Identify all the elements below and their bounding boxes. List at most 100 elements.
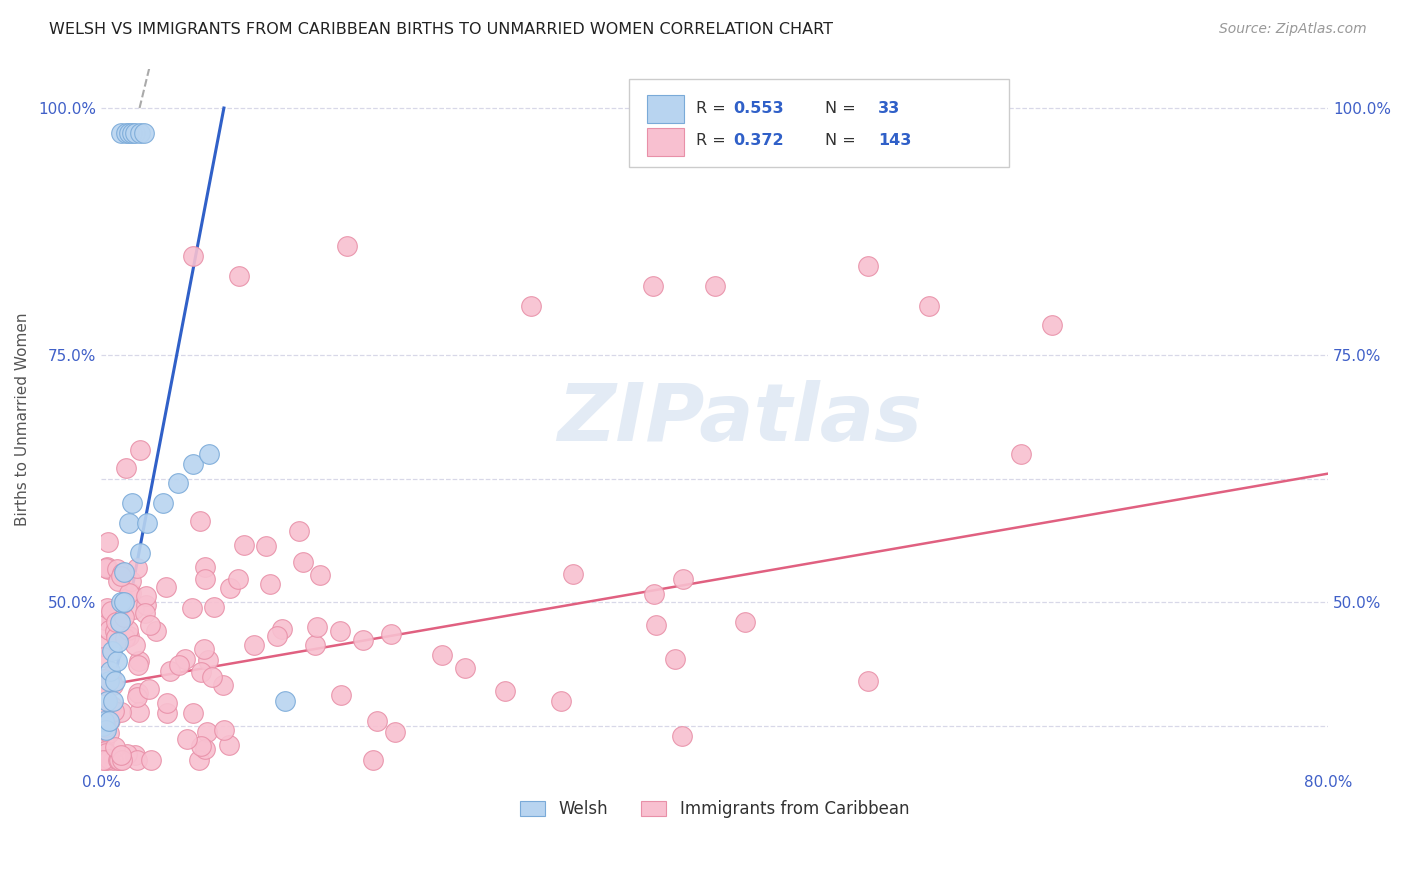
Point: [103, 694, 125, 708]
Point: [118, 516, 141, 530]
Point: [98, 751, 121, 765]
Point: [97, 674, 120, 689]
Point: [135, 589, 157, 603]
Point: [98, 714, 121, 728]
Point: [101, 753, 124, 767]
Point: [107, 634, 129, 648]
Point: [671, 729, 693, 743]
Point: [110, 595, 132, 609]
Point: [124, 638, 146, 652]
Point: [124, 126, 146, 140]
Point: [114, 126, 136, 140]
Point: [270, 622, 292, 636]
Point: [291, 555, 314, 569]
Point: [181, 249, 204, 263]
Point: [98, 726, 121, 740]
Point: [329, 624, 352, 638]
Point: [361, 753, 384, 767]
Point: [169, 657, 191, 672]
Point: [121, 496, 143, 510]
Point: [110, 569, 132, 583]
Text: R =: R =: [696, 101, 731, 116]
Point: [93, 714, 115, 728]
Point: [336, 239, 359, 253]
Point: [129, 442, 152, 457]
Point: [274, 694, 297, 708]
Point: [176, 732, 198, 747]
Point: [138, 617, 160, 632]
Point: [167, 476, 190, 491]
Point: [644, 618, 666, 632]
Point: [672, 572, 695, 586]
Text: ZIPatlas: ZIPatlas: [557, 380, 922, 458]
Point: [100, 613, 122, 627]
Point: [127, 686, 149, 700]
FancyBboxPatch shape: [628, 79, 1010, 167]
Point: [96, 753, 118, 767]
Point: [105, 654, 128, 668]
Point: [93, 743, 115, 757]
Point: [93, 639, 115, 653]
Point: [97, 534, 120, 549]
Point: [384, 725, 406, 739]
Point: [138, 682, 160, 697]
Point: [134, 126, 156, 140]
Point: [159, 664, 181, 678]
Point: [128, 546, 150, 560]
Point: [430, 648, 453, 663]
Point: [118, 629, 141, 643]
Point: [734, 615, 756, 629]
Point: [107, 753, 129, 767]
Text: 33: 33: [877, 101, 900, 116]
Point: [118, 586, 141, 600]
Point: [96, 694, 118, 708]
Point: [110, 748, 132, 763]
Point: [104, 739, 127, 754]
Point: [103, 704, 125, 718]
Point: [112, 595, 135, 609]
Point: [156, 706, 179, 720]
Point: [94, 746, 117, 760]
Point: [108, 615, 131, 629]
Text: 0.372: 0.372: [733, 134, 783, 148]
Point: [1010, 447, 1032, 461]
Point: [111, 596, 134, 610]
Point: [112, 566, 135, 580]
Point: [145, 624, 167, 639]
Point: [195, 725, 218, 739]
Point: [309, 567, 332, 582]
Point: [454, 661, 477, 675]
Legend: Welsh, Immigrants from Caribbean: Welsh, Immigrants from Caribbean: [513, 794, 915, 825]
Point: [111, 753, 134, 767]
Point: [352, 633, 374, 648]
Point: [101, 698, 124, 713]
Point: [703, 278, 725, 293]
Point: [104, 624, 127, 639]
Point: [190, 739, 212, 754]
Point: [100, 604, 122, 618]
Point: [105, 630, 128, 644]
Point: [94, 753, 117, 767]
Point: [232, 538, 254, 552]
Point: [97, 714, 120, 728]
Point: [856, 259, 879, 273]
Point: [108, 753, 131, 767]
Point: [128, 653, 150, 667]
Point: [94, 561, 117, 575]
Point: [266, 629, 288, 643]
Text: 143: 143: [877, 134, 911, 148]
Point: [120, 586, 142, 600]
Point: [94, 720, 117, 734]
Point: [120, 574, 142, 588]
Point: [127, 657, 149, 672]
Point: [98, 713, 121, 727]
Point: [122, 602, 145, 616]
Point: [856, 674, 879, 689]
Point: [125, 753, 148, 767]
Point: [91, 753, 114, 767]
Point: [97, 708, 120, 723]
Point: [190, 665, 212, 679]
Point: [115, 461, 138, 475]
Point: [197, 447, 219, 461]
Point: [304, 638, 326, 652]
